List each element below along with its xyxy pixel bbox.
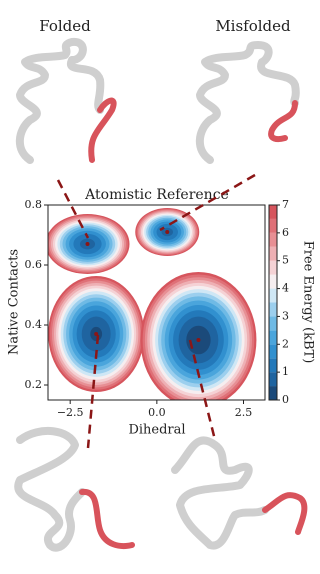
- x-tick-label: 0.0: [148, 406, 166, 419]
- colorbar-frame: [268, 204, 278, 401]
- colorbar-tick-label: 4: [282, 282, 289, 295]
- basin-minimum: [196, 338, 201, 342]
- x-tick-label: 2.5: [235, 406, 253, 419]
- colorbar-band: [269, 330, 277, 345]
- colorbar-label: Free Energy (kBT): [301, 241, 316, 364]
- colorbar-band: [269, 302, 277, 317]
- colorbar-tick-label: 3: [282, 309, 289, 322]
- colorbar-tick-label: 0: [282, 393, 289, 406]
- contour-area: [48, 208, 257, 400]
- colorbar-band: [269, 246, 277, 261]
- y-tick-label: 0.4: [25, 318, 43, 331]
- colorbar-band: [269, 274, 277, 289]
- colorbar-tick-label: 2: [282, 337, 289, 350]
- basin-minimum: [94, 332, 99, 336]
- colorbar-band: [269, 218, 277, 233]
- colorbar-band: [269, 358, 277, 373]
- chart-title: Atomistic Reference: [84, 187, 229, 203]
- y-tick-label: 0.8: [25, 198, 43, 211]
- basin-minimum: [85, 242, 90, 246]
- y-axis-label: Native Contacts: [7, 249, 22, 355]
- y-tick-label: 0.6: [25, 258, 43, 271]
- colorbar-tick-label: 7: [282, 198, 289, 211]
- colorbar-band: [269, 288, 277, 303]
- colorbar-band: [269, 260, 277, 275]
- structure-label: Folded: [39, 17, 91, 35]
- y-tick-label: 0.2: [25, 378, 43, 391]
- colorbar-band: [269, 386, 277, 400]
- structure-label: Misfolded: [215, 17, 291, 35]
- colorbar-band: [269, 232, 277, 247]
- protein-cartoons: [14, 37, 308, 552]
- basin-minimum: [165, 230, 170, 234]
- colorbar-tick-label: 1: [282, 365, 289, 378]
- colorbar-tick-label: 5: [282, 254, 289, 267]
- colorbar-tick-label: 6: [282, 226, 289, 239]
- colorbar-band: [269, 372, 277, 387]
- colorbar-band: [269, 205, 277, 219]
- colorbar-band: [269, 344, 277, 359]
- colorbar-band: [269, 316, 277, 331]
- leader-lines: [56, 173, 256, 449]
- x-axis-label: Dihedral: [128, 423, 185, 438]
- x-tick-label: −2.5: [57, 406, 84, 419]
